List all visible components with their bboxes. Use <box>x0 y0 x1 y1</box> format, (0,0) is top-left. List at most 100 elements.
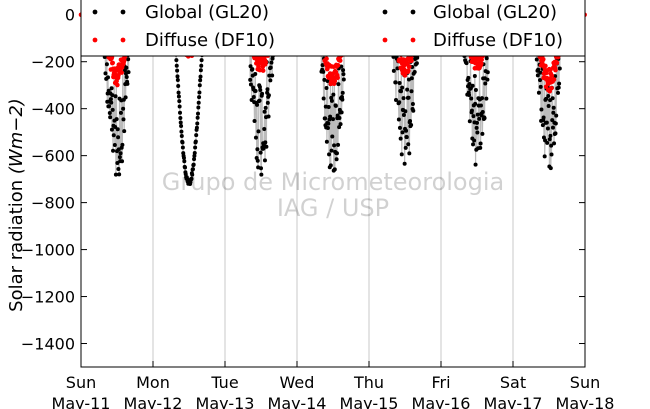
global-data-point <box>198 78 203 83</box>
global-data-point <box>123 95 128 100</box>
global-data-point <box>474 125 479 130</box>
legend-marker <box>382 9 388 15</box>
global-data-point <box>548 166 553 171</box>
global-data-point <box>122 129 127 134</box>
diffuse-data-point <box>549 73 555 78</box>
global-data-point <box>401 96 406 101</box>
diffuse-data-point <box>115 82 120 88</box>
x-tick-date-label: May-14 <box>268 394 327 409</box>
y-tick-label: −200 <box>31 53 75 72</box>
diffuse-data-point <box>260 68 266 73</box>
global-data-point <box>180 140 185 145</box>
global-data-point <box>106 75 110 80</box>
global-data-point <box>340 90 345 95</box>
global-data-point <box>551 110 556 115</box>
global-data-point <box>540 123 545 128</box>
global-data-point <box>332 143 337 148</box>
global-data-point <box>401 113 406 118</box>
legend-marker <box>120 37 126 43</box>
global-data-point <box>534 57 539 62</box>
global-data-point <box>412 70 417 75</box>
global-data-point <box>333 103 338 108</box>
global-data-point <box>406 142 411 147</box>
global-data-point <box>331 117 335 122</box>
global-data-point <box>409 123 414 128</box>
global-data-point <box>404 135 409 140</box>
global-data-point <box>326 105 331 110</box>
global-data-point <box>556 90 560 95</box>
watermark-line-2: IAG / USP <box>277 194 389 222</box>
global-data-point <box>190 172 195 177</box>
global-data-point <box>111 133 116 138</box>
diffuse-data-point <box>121 58 127 63</box>
global-data-point <box>546 104 551 109</box>
global-data-point <box>263 105 268 110</box>
global-data-point <box>485 77 490 82</box>
global-data-point <box>251 95 256 100</box>
global-data-point <box>104 62 109 67</box>
global-data-point <box>321 69 326 74</box>
diffuse-data-point <box>409 58 414 63</box>
diffuse-data-point <box>337 58 343 63</box>
x-tick-day-label: Fri <box>431 373 450 392</box>
global-data-point <box>327 152 332 157</box>
global-data-point <box>266 93 271 98</box>
global-data-point <box>176 94 181 99</box>
global-data-point <box>121 106 126 111</box>
global-data-point <box>478 145 483 150</box>
global-data-point <box>178 110 182 115</box>
global-data-point <box>113 94 118 99</box>
global-data-point <box>337 116 342 121</box>
global-data-point <box>391 68 396 73</box>
global-data-point <box>324 139 329 144</box>
global-data-point <box>179 124 184 129</box>
global-data-point <box>253 135 258 140</box>
global-data-point <box>194 133 199 138</box>
global-data-point <box>124 65 129 70</box>
diffuse-data-point <box>479 61 484 66</box>
global-data-point <box>549 143 554 148</box>
global-data-point <box>113 124 118 129</box>
x-tick-date-label: May-12 <box>124 394 183 409</box>
diffuse-data-point <box>551 77 557 82</box>
global-data-point <box>464 61 469 66</box>
global-data-point <box>328 163 333 168</box>
global-data-point <box>175 68 180 73</box>
global-data-point <box>544 96 549 101</box>
global-data-point <box>329 98 334 103</box>
y-axis-label: Solar radiation <box>6 180 27 312</box>
global-data-point <box>539 107 544 112</box>
y-tick-label: −1400 <box>21 335 75 354</box>
global-data-point <box>109 100 114 105</box>
x-tick-day-label: Wed <box>280 373 315 392</box>
x-tick-date-label: May-13 <box>196 394 255 409</box>
global-data-point <box>473 162 478 167</box>
global-data-point <box>549 152 554 157</box>
global-data-point <box>475 130 480 135</box>
global-data-point <box>478 141 483 146</box>
global-data-point <box>545 126 550 131</box>
global-data-point <box>267 73 272 78</box>
global-data-point <box>405 87 410 92</box>
global-data-point <box>121 117 126 122</box>
global-data-point <box>255 158 260 163</box>
global-data-point <box>337 125 342 130</box>
global-data-point <box>110 107 115 112</box>
global-data-point <box>536 90 541 95</box>
global-data-point <box>196 100 201 105</box>
global-data-point <box>263 140 268 145</box>
global-data-point <box>268 78 273 83</box>
x-tick-date-label: May-11 <box>52 394 111 409</box>
global-data-point <box>255 147 260 152</box>
diffuse-data-point <box>553 67 558 73</box>
legend-label: Diffuse (DF10) <box>145 30 275 51</box>
x-tick-date-label: May-17 <box>484 394 543 409</box>
global-data-point <box>262 158 267 163</box>
diffuse-data-point <box>116 73 121 78</box>
global-data-point <box>480 131 485 136</box>
global-data-point <box>109 127 114 132</box>
global-data-point <box>197 90 202 95</box>
global-data-point <box>265 100 270 105</box>
x-tick-day-label: Thu <box>353 373 384 392</box>
global-data-point <box>320 63 325 68</box>
